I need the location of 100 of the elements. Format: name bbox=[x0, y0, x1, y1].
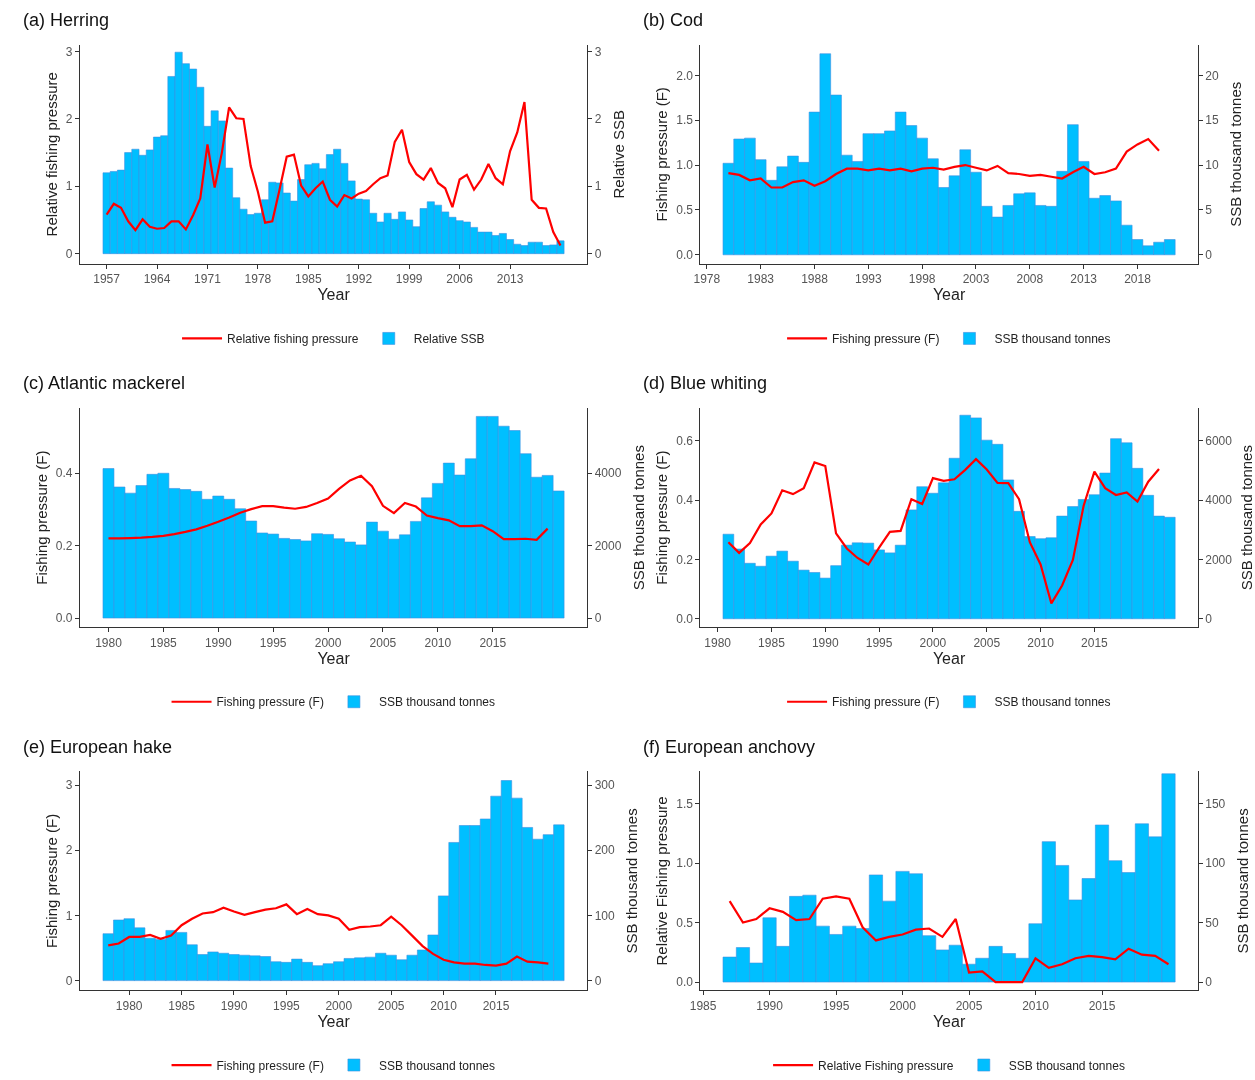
y2-tick-label: 0 bbox=[594, 973, 602, 988]
x-tick-label: 2015 bbox=[482, 998, 510, 1013]
y-tick-label: 0.0 bbox=[676, 975, 694, 990]
y2-tick-label: 2000 bbox=[594, 538, 622, 553]
x-tick-label: 2000 bbox=[919, 635, 947, 650]
x-axis-title: Year bbox=[317, 1012, 351, 1030]
legend-label: Relative fishing pressure bbox=[227, 332, 359, 347]
y2-axis-title: SSB thousand tonnes bbox=[1233, 808, 1251, 954]
chart-title: (c) Atlantic mackerel bbox=[23, 373, 186, 393]
y-tick-label: 0.2 bbox=[676, 552, 694, 567]
x-tick-label: 2018 bbox=[1124, 272, 1152, 287]
y-axis-title: Fishing pressure (F) bbox=[43, 813, 60, 948]
legend-label: SSB thousand tonnes bbox=[994, 695, 1111, 710]
y-tick-label: 3 bbox=[65, 778, 73, 793]
y2-tick-label: 5 bbox=[1205, 203, 1213, 218]
x-tick-label: 2008 bbox=[1016, 272, 1044, 287]
x-tick-label: 1985 bbox=[689, 998, 717, 1013]
y2-tick-label: 200 bbox=[594, 843, 615, 858]
x-tick-label: 1983 bbox=[747, 272, 775, 287]
y2-tick-label: 2 bbox=[594, 112, 602, 127]
y-tick-label: 1 bbox=[65, 179, 73, 194]
x-tick-label: 2010 bbox=[1027, 635, 1055, 650]
line-series bbox=[107, 903, 550, 967]
y-axis-title: Relative Fishing pressure bbox=[653, 796, 671, 966]
y2-tick-label: 100 bbox=[1205, 856, 1226, 871]
x-tick-label: 2000 bbox=[314, 635, 342, 650]
x-tick-label: 2010 bbox=[430, 998, 458, 1013]
x-axis-title: Year bbox=[932, 286, 966, 304]
y2-tick-label: 1 bbox=[594, 179, 602, 194]
x-tick-label: 1990 bbox=[811, 635, 839, 650]
x-axis-title: Year bbox=[932, 649, 966, 667]
y-tick-label: 2.0 bbox=[676, 68, 694, 83]
y2-tick-label: 0 bbox=[594, 611, 602, 626]
y2-tick-label: 3 bbox=[594, 44, 602, 59]
line-series bbox=[105, 100, 562, 247]
legend-label: SSB thousand tonnes bbox=[994, 332, 1111, 347]
chart-title: (a) Herring bbox=[23, 10, 110, 30]
x-tick-label: 2010 bbox=[424, 635, 452, 650]
y2-tick-label: 15 bbox=[1205, 113, 1219, 128]
y2-axis-title: SSB thousand tonnes bbox=[1226, 81, 1244, 227]
x-tick-label: 1995 bbox=[259, 635, 287, 650]
y-axis-title: Relative fishing pressure bbox=[43, 72, 60, 237]
x-tick-label: 1985 bbox=[758, 635, 786, 650]
x-tick-label: 1993 bbox=[854, 272, 883, 287]
x-tick-label: 2015 bbox=[479, 635, 507, 650]
x-tick-label: 1995 bbox=[865, 635, 893, 650]
line-series bbox=[728, 895, 1170, 984]
legend-label: Fishing pressure (F) bbox=[832, 332, 940, 347]
y2-tick-label: 4000 bbox=[1205, 493, 1233, 508]
y-axis-title: Fishing pressure (F) bbox=[33, 450, 50, 585]
legend-label: Relative Fishing pressure bbox=[818, 1058, 954, 1073]
chart-title: (e) European hake bbox=[23, 737, 173, 757]
x-tick-label: 1995 bbox=[273, 998, 301, 1013]
chart-title: (d) Blue whiting bbox=[643, 373, 768, 393]
line-series bbox=[107, 474, 549, 541]
y2-tick-label: 300 bbox=[594, 778, 615, 793]
y-tick-label: 2 bbox=[65, 843, 73, 858]
legend-label: Fishing pressure (F) bbox=[216, 695, 324, 710]
line-series bbox=[727, 137, 1161, 189]
x-tick-label: 1990 bbox=[756, 998, 784, 1013]
y-axis-title: Fishing pressure (F) bbox=[653, 450, 671, 585]
legend-label: Fishing pressure (F) bbox=[832, 695, 940, 710]
x-tick-label: 1957 bbox=[93, 272, 121, 287]
x-tick-label: 2005 bbox=[377, 998, 405, 1013]
x-tick-label: 1985 bbox=[150, 635, 178, 650]
y-tick-label: 0.0 bbox=[676, 611, 694, 626]
y2-axis-title: SSB thousand tonnes bbox=[1238, 445, 1255, 591]
y-axis-title: Fishing pressure (F) bbox=[653, 87, 671, 222]
x-tick-label: 2010 bbox=[1022, 998, 1050, 1013]
x-tick-label: 2000 bbox=[889, 998, 917, 1013]
y2-tick-label: 0 bbox=[1205, 975, 1213, 990]
x-tick-label: 1971 bbox=[194, 272, 222, 287]
y2-tick-label: 50 bbox=[1205, 915, 1219, 930]
x-tick-label: 1985 bbox=[168, 998, 196, 1013]
x-tick-label: 1980 bbox=[95, 635, 123, 650]
y2-tick-label: 20 bbox=[1205, 68, 1219, 83]
x-axis-title: Year bbox=[932, 1012, 966, 1030]
x-tick-label: 2015 bbox=[1081, 635, 1109, 650]
legend-label: Fishing pressure (F) bbox=[216, 1058, 324, 1073]
x-tick-label: 1990 bbox=[204, 635, 232, 650]
x-tick-label: 2006 bbox=[446, 272, 474, 287]
x-axis-title: Year bbox=[317, 649, 351, 667]
legend-label: Relative SSB bbox=[413, 332, 485, 347]
x-tick-label: 2003 bbox=[962, 272, 990, 287]
y2-tick-label: 4000 bbox=[594, 466, 622, 481]
y-tick-label: 0.0 bbox=[676, 248, 694, 262]
y-tick-label: 2 bbox=[65, 112, 73, 127]
y-tick-label: 1.0 bbox=[676, 856, 694, 871]
x-tick-label: 2005 bbox=[369, 635, 397, 650]
x-tick-label: 1998 bbox=[908, 272, 936, 287]
x-tick-label: 2015 bbox=[1088, 998, 1116, 1013]
y2-axis-title: Relative SSB bbox=[609, 110, 627, 199]
y-tick-label: 3 bbox=[65, 44, 73, 59]
x-tick-label: 1985 bbox=[294, 272, 322, 287]
x-tick-label: 1978 bbox=[693, 272, 721, 287]
y-tick-label: 1.5 bbox=[676, 796, 694, 811]
y-tick-label: 0 bbox=[65, 973, 73, 988]
y2-axis-title: SSB thousand tonnes bbox=[622, 808, 640, 954]
y2-tick-label: 0 bbox=[1205, 248, 1213, 262]
x-tick-label: 1990 bbox=[220, 998, 248, 1013]
